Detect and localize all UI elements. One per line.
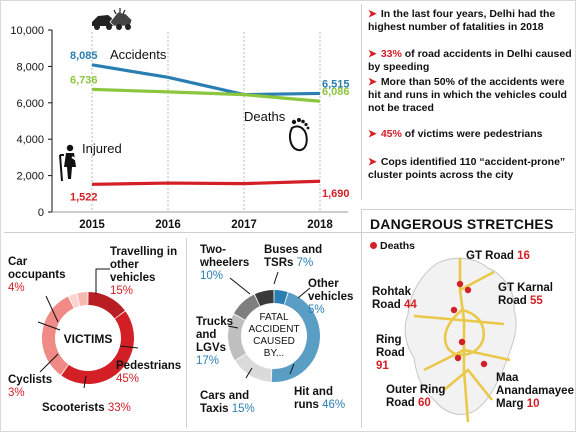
footprint-icon xyxy=(289,118,310,152)
fatal-leader-lines xyxy=(227,271,311,379)
injured-person-icon xyxy=(59,144,79,182)
victims-center-label: VICTIMS xyxy=(64,332,113,346)
fatal-label-cars: Cars and Taxis 15% xyxy=(200,390,255,415)
slice-buses-and-tsrs xyxy=(254,290,274,306)
fatal-label-hit-and-runs: Hit and runs 46% xyxy=(294,386,346,411)
y-tick-label: 10,000 xyxy=(10,25,44,37)
slice-cars-and-taxis xyxy=(235,353,272,382)
fatal-label-other-vehicles: Other vehicles 5% xyxy=(308,278,354,316)
fatal-label-trucks: Trucks and LGVs 17% xyxy=(196,316,234,367)
fact-item: ➤ 33% of road accidents in Delhi caused b… xyxy=(368,48,572,73)
data-label: 6,515 xyxy=(322,78,350,90)
fact-item: ➤ Cops identified 110 “accident-prone” cl… xyxy=(368,156,566,181)
series-label-injured: Injured xyxy=(82,141,122,156)
map-legend: Deaths xyxy=(370,240,415,252)
crash-icon xyxy=(92,8,133,30)
arrow-icon: ➤ xyxy=(368,128,377,140)
victims-donut-chart: VICTIMS xyxy=(37,268,139,389)
stretch-outer-ring-road: Outer Ring Road 60 xyxy=(386,384,446,409)
slice-pedestrians xyxy=(61,311,134,384)
stretch-rohtak-road: Rohtak Road 44 xyxy=(372,286,417,311)
data-label: 1,690 xyxy=(322,188,350,200)
victims-leader-lines xyxy=(37,268,139,389)
stretch-gt-road: GT Road 16 xyxy=(466,250,530,262)
slice-trucks-and-lgvs xyxy=(228,314,246,361)
map-title: DANGEROUS STRETCHES xyxy=(370,216,554,232)
x-tick-label: 2017 xyxy=(231,219,257,231)
series-label-deaths: Deaths xyxy=(244,109,286,124)
divider-vertical-bottom-left xyxy=(186,238,187,428)
fatal-label-buses: Buses and TSRs 7% xyxy=(264,244,323,269)
victims-label-pedestrians: Pedestrians 45% xyxy=(116,360,182,385)
arrow-icon: ➤ xyxy=(368,8,377,20)
y-tick-label: 0 xyxy=(38,207,44,219)
series-line-deaths xyxy=(91,179,321,186)
series-line-accidents xyxy=(91,63,321,97)
victims-label-car-occupants: Car occupants 4% xyxy=(8,256,66,294)
fatal-accident-donut-chart: FATALACCIDENTCAUSEDBY... xyxy=(227,271,321,382)
divider-right-mid xyxy=(361,209,574,210)
line-chart: 0 2,000 4,000 6,000 8,000 10,000 2015 2016 2017… xyxy=(10,8,350,231)
fatal-center-line: FATAL xyxy=(259,312,289,323)
divider-horizontal xyxy=(4,232,574,233)
fact-item: ➤ More than 50% of the accidents were hit… xyxy=(368,76,567,114)
stretch-maa-anandamayee-marg: Maa Anandamayee Marg 10 xyxy=(496,372,574,410)
delhi-map xyxy=(404,257,517,423)
divider-vertical-bottom-right xyxy=(361,210,362,428)
roads xyxy=(413,258,511,423)
stretch-gt-karnal-road: GT Karnal Road 55 xyxy=(498,282,553,307)
slice-two-wheelers xyxy=(233,294,260,320)
slice-cyclists xyxy=(68,293,80,308)
data-label: 6,086 xyxy=(322,86,350,98)
arrow-icon: ➤ xyxy=(368,76,377,88)
victims-label-scooterists: Scooterists 33% xyxy=(42,402,131,414)
x-tick-label: 2018 xyxy=(307,219,333,231)
death-dot-icon xyxy=(370,242,377,249)
stretch-ring-road: Ring Road 91 xyxy=(376,334,405,372)
series-line-injured xyxy=(91,87,321,103)
fatal-center-label: FATALACCIDENTCAUSEDBY... xyxy=(248,312,299,359)
fatal-center-line: CAUSED xyxy=(253,336,295,347)
slice-hit-and-runs xyxy=(271,292,321,382)
x-tick-label: 2015 xyxy=(79,219,105,231)
victims-label-cyclists: Cyclists 3% xyxy=(8,374,53,399)
fact-item: ➤ In the last four years, Delhi had the h… xyxy=(368,8,556,33)
slice-scooterists xyxy=(41,296,74,375)
fatal-label-two-wheelers: Two-wheelers 10% xyxy=(200,244,250,282)
data-label: 1,522 xyxy=(70,191,98,203)
y-tick-label: 6,000 xyxy=(16,98,44,110)
city-outline xyxy=(404,257,517,415)
arrow-icon: ➤ xyxy=(368,156,377,168)
slice-car-occupants xyxy=(77,292,88,306)
divider-vertical-top xyxy=(361,4,362,200)
arrow-icon: ➤ xyxy=(368,48,377,60)
fact-item: ➤ 45% of victims were pedestrians xyxy=(368,128,543,140)
x-tick-label: 2016 xyxy=(155,219,181,231)
y-tick-label: 8,000 xyxy=(16,61,44,73)
data-label: 8,085 xyxy=(70,50,98,62)
victims-label-travelling: Travelling in other vehicles 15% xyxy=(110,246,178,297)
fatal-center-line: ACCIDENT xyxy=(248,324,299,335)
slice-other-vehicles xyxy=(274,290,288,305)
y-tick-label: 2,000 xyxy=(16,171,44,183)
fatal-center-line: BY... xyxy=(264,348,284,359)
death-markers xyxy=(450,280,488,368)
series-label-accidents: Accidents xyxy=(110,47,167,62)
y-tick-label: 4,000 xyxy=(16,134,44,146)
slice-travelling-in-other-vehicles xyxy=(88,292,125,319)
data-label: 6,736 xyxy=(70,74,98,86)
